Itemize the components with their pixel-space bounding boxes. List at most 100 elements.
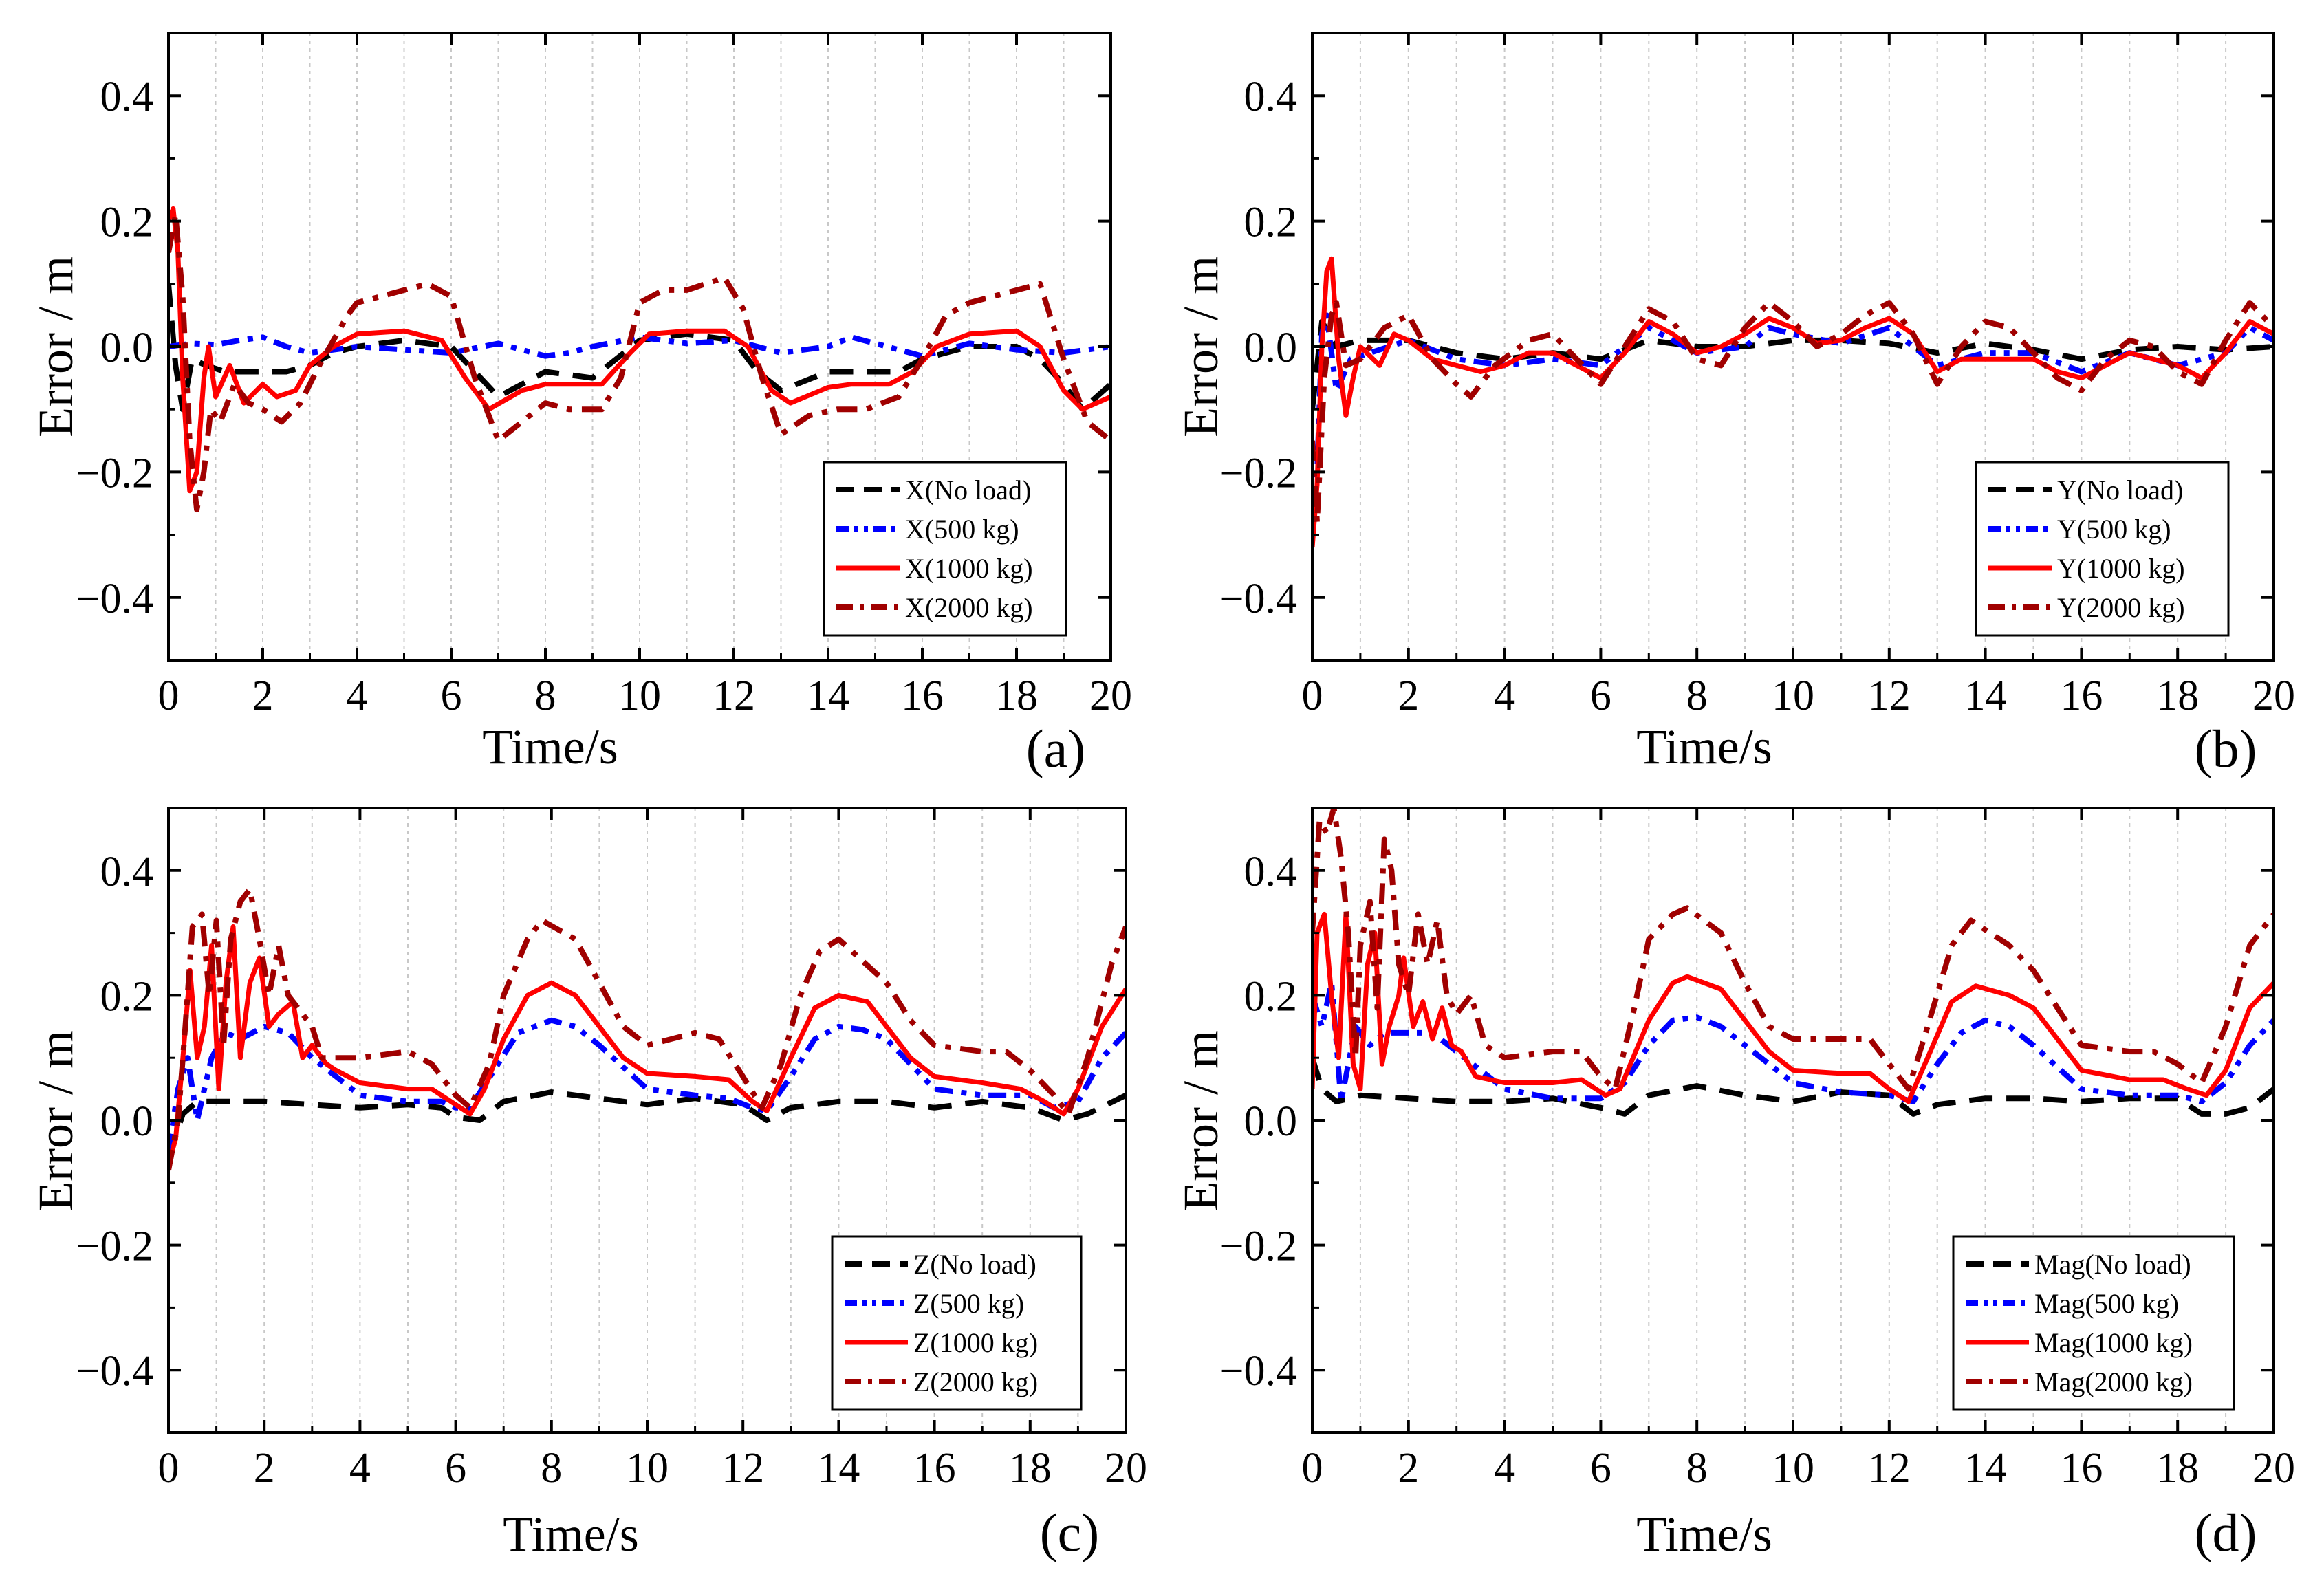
y-tick-label: −0.2 [76,1223,153,1270]
y-tick-label: 0.4 [100,849,154,895]
legend-label: Mag(500 kg) [2034,1288,2179,1319]
series-line-b-1 [1312,312,2274,504]
legend-label: X(500 kg) [905,514,1019,545]
x-tick-label: 18 [2156,673,2199,719]
x-tick-label: 10 [1772,1445,1814,1492]
y-tick-label: 0.0 [100,1098,154,1145]
series-line-c-0 [169,1089,1126,1159]
x-tick-label: 4 [1494,673,1515,719]
x-axis-title: Time/s [503,1507,638,1562]
y-tick-label: −0.2 [1220,450,1297,497]
panel-b: 0 2 4 6 8 10 12 14 16 18 20 −0.4 −0.2 0.0 0.2 0.4 Time/s… [1173,32,2295,778]
x-tick-label: 14 [807,673,849,719]
y-tick-label: −0.4 [76,1348,153,1395]
legend-label: Y(No load) [2057,475,2183,505]
legend-label: Y(1000 kg) [2057,553,2185,584]
series-line-a-0 [169,283,1111,413]
series-group [1312,808,2274,1117]
x-tick-label: 0 [1302,1445,1323,1492]
x-tick-label: 2 [1398,673,1419,719]
x-tick-label: 6 [1590,673,1611,719]
y-tick-label: 0.4 [1244,849,1298,895]
legend: Y(No load) Y(500 kg) Y(1000 kg) Y(2000 kg) [1975,461,2230,637]
x-tick-label: 12 [721,1445,764,1492]
x-axis-title: Time/s [1636,719,1772,774]
y-tick-label: 0.2 [1244,199,1298,246]
legend-label: Mag(2000 kg) [2034,1366,2193,1397]
y-axis-title: Error / m [28,1030,83,1212]
legend-label: X(No load) [905,475,1031,505]
x-tick-label: 20 [1105,1445,1147,1492]
y-tick-label: 0.0 [1244,1098,1298,1145]
x-tick-label: 2 [254,1445,275,1492]
x-tick-label: 14 [1964,673,2007,719]
panel-label: (c) [1040,1503,1100,1562]
x-tick-label: 0 [1302,673,1323,719]
x-axis-title: Time/s [1636,1507,1772,1562]
legend-label: Z(1000 kg) [913,1327,1038,1358]
x-tick-label: 16 [913,1445,956,1492]
x-tick-label: 10 [626,1445,669,1492]
x-tick-label: 4 [349,1445,371,1492]
x-tick-label: 4 [347,673,368,719]
x-tick-label: 6 [441,673,462,719]
x-tick-label: 8 [541,1445,562,1492]
series-group [1312,256,2274,548]
legend: Mag(No load) Mag(500 kg) Mag(1000 kg) Mag(2… [1952,1235,2235,1411]
legend: X(No load) X(500 kg) X(1000 kg) X(2000 kg) [823,461,1067,637]
legend-label: Mag(No load) [2034,1249,2191,1280]
y-axis-title: Error / m [1173,256,1228,437]
x-tick-label: 8 [1686,673,1708,719]
x-tick-label: 14 [1964,1445,2007,1492]
panel-c: 0 2 4 6 8 10 12 14 16 18 20 −0.4 −0.2 0.0 0.2 0.4 Time/s… [28,807,1147,1562]
legend-label: Y(2000 kg) [2057,592,2185,623]
panel-a: 0 2 4 6 8 10 12 14 16 18 20 −0.4 −0.2 0.0 0.2 0.4 Time/s… [28,32,1132,778]
legend-label: Mag(1000 kg) [2034,1327,2193,1358]
series-line-b-3 [1312,300,2274,525]
series-line-d-0 [1312,1057,2274,1117]
series-group [169,206,1111,513]
x-tick-label: 2 [1398,1445,1419,1492]
legend: Z(No load) Z(500 kg) Z(1000 kg) Z(2000 kg) [831,1235,1083,1411]
y-tick-label: 0.2 [1244,973,1298,1020]
x-tick-label: 6 [1590,1445,1611,1492]
x-tick-label: 18 [1009,1445,1052,1492]
series-group [169,886,1126,1171]
panel-label: (d) [2195,1503,2257,1562]
series-line-a-2 [169,206,1111,494]
legend-label: Z(500 kg) [913,1288,1024,1319]
x-tick-label: 20 [2252,1445,2295,1492]
legend-label: Z(No load) [913,1249,1036,1280]
x-tick-label: 8 [535,673,556,719]
x-tick-label: 14 [817,1445,860,1492]
x-tick-label: 18 [995,673,1038,719]
y-tick-label: 0.2 [100,973,154,1020]
x-tick-label: 12 [1868,673,1911,719]
y-tick-label: −0.4 [1220,1348,1297,1395]
y-tick-label: 0.4 [1244,74,1298,120]
x-tick-label: 10 [1772,673,1814,719]
series-line-b-2 [1312,256,2274,548]
x-tick-label: 8 [1686,1445,1708,1492]
x-tick-label: 2 [252,673,274,719]
series-line-a-1 [169,334,1111,359]
legend-box [823,461,1067,637]
legend-label: X(2000 kg) [905,592,1033,623]
series-line-c-3 [169,886,1126,1171]
y-axis-title: Error / m [28,256,83,437]
y-tick-label: 0.4 [100,74,154,120]
legend-label: X(1000 kg) [905,553,1033,584]
x-tick-label: 16 [2060,673,2103,719]
panel-label: (a) [1026,719,1086,778]
panel-d: 0 2 4 6 8 10 12 14 16 18 20 −0.4 −0.2 0.0 0.2 0.4 Time/s… [1173,807,2295,1562]
x-tick-label: 16 [2060,1445,2103,1492]
x-tick-label: 20 [1089,673,1132,719]
x-tick-label: 12 [713,673,755,719]
x-tick-label: 18 [2156,1445,2199,1492]
legend-label: Z(2000 kg) [913,1366,1038,1397]
series-line-d-2 [1312,911,2274,1104]
x-axis-title: Time/s [482,719,618,774]
x-tick-label: 12 [1868,1445,1911,1492]
x-tick-label: 6 [445,1445,466,1492]
